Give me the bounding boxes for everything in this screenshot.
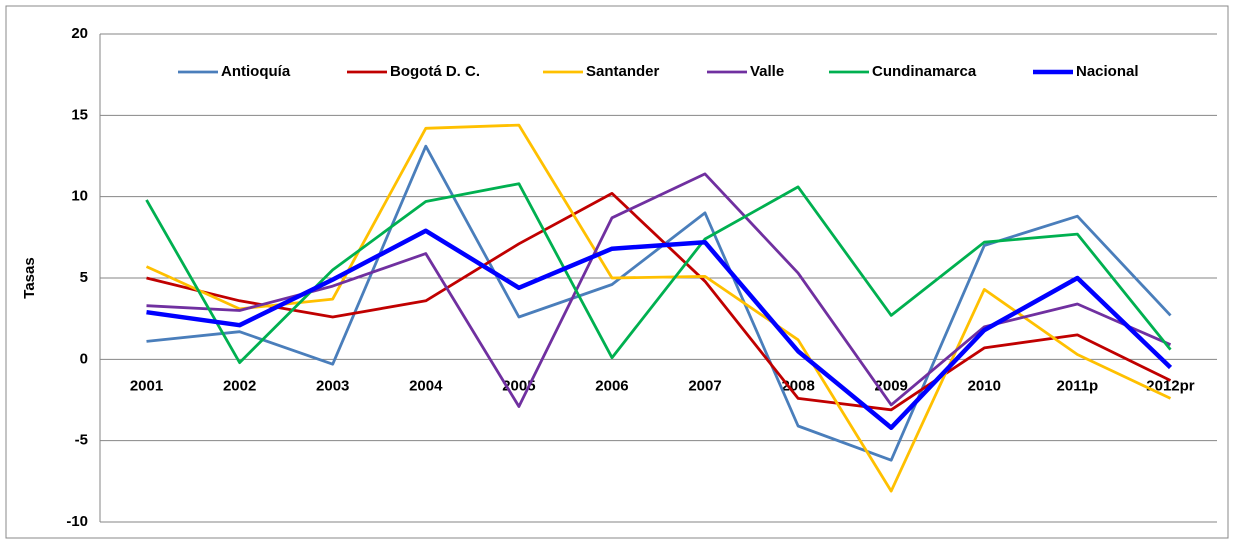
chart-border [5,5,1229,539]
x-tick-label: 2010 [968,377,1001,394]
y-tick-label: 5 [80,269,88,286]
series-line [146,191,1172,412]
x-tick-label: 2004 [409,377,443,394]
x-tick-label: 2011p [1057,377,1099,394]
y-tick-label: 10 [71,188,88,205]
legend-label: Valle [750,63,784,80]
x-tick-label: 2012pr [1146,377,1195,394]
y-tick-label: -10 [66,513,88,530]
x-tick-label: 2007 [688,377,721,394]
legend-label: Nacional [1076,63,1139,80]
y-tick-label: -5 [75,432,88,449]
y-tick-label: 15 [71,106,88,123]
series-line [145,123,1172,493]
y-axis-title: Tasas [21,257,38,298]
legend-label: Antioquía [221,63,291,80]
x-tick-label: 2001 [130,377,163,394]
legend-label: Cundinamarca [872,63,977,80]
y-tick-label: 0 [80,350,88,367]
y-tick-label: 20 [71,25,88,42]
x-tick-label: 2006 [595,377,628,394]
series-line [146,228,1173,430]
x-tick-label: 2002 [223,377,256,394]
legend-label: Bogotá D. C. [390,63,480,80]
legend-label: Santander [586,63,660,80]
x-tick-label: 2009 [875,377,908,394]
x-tick-label: 2003 [316,377,349,394]
